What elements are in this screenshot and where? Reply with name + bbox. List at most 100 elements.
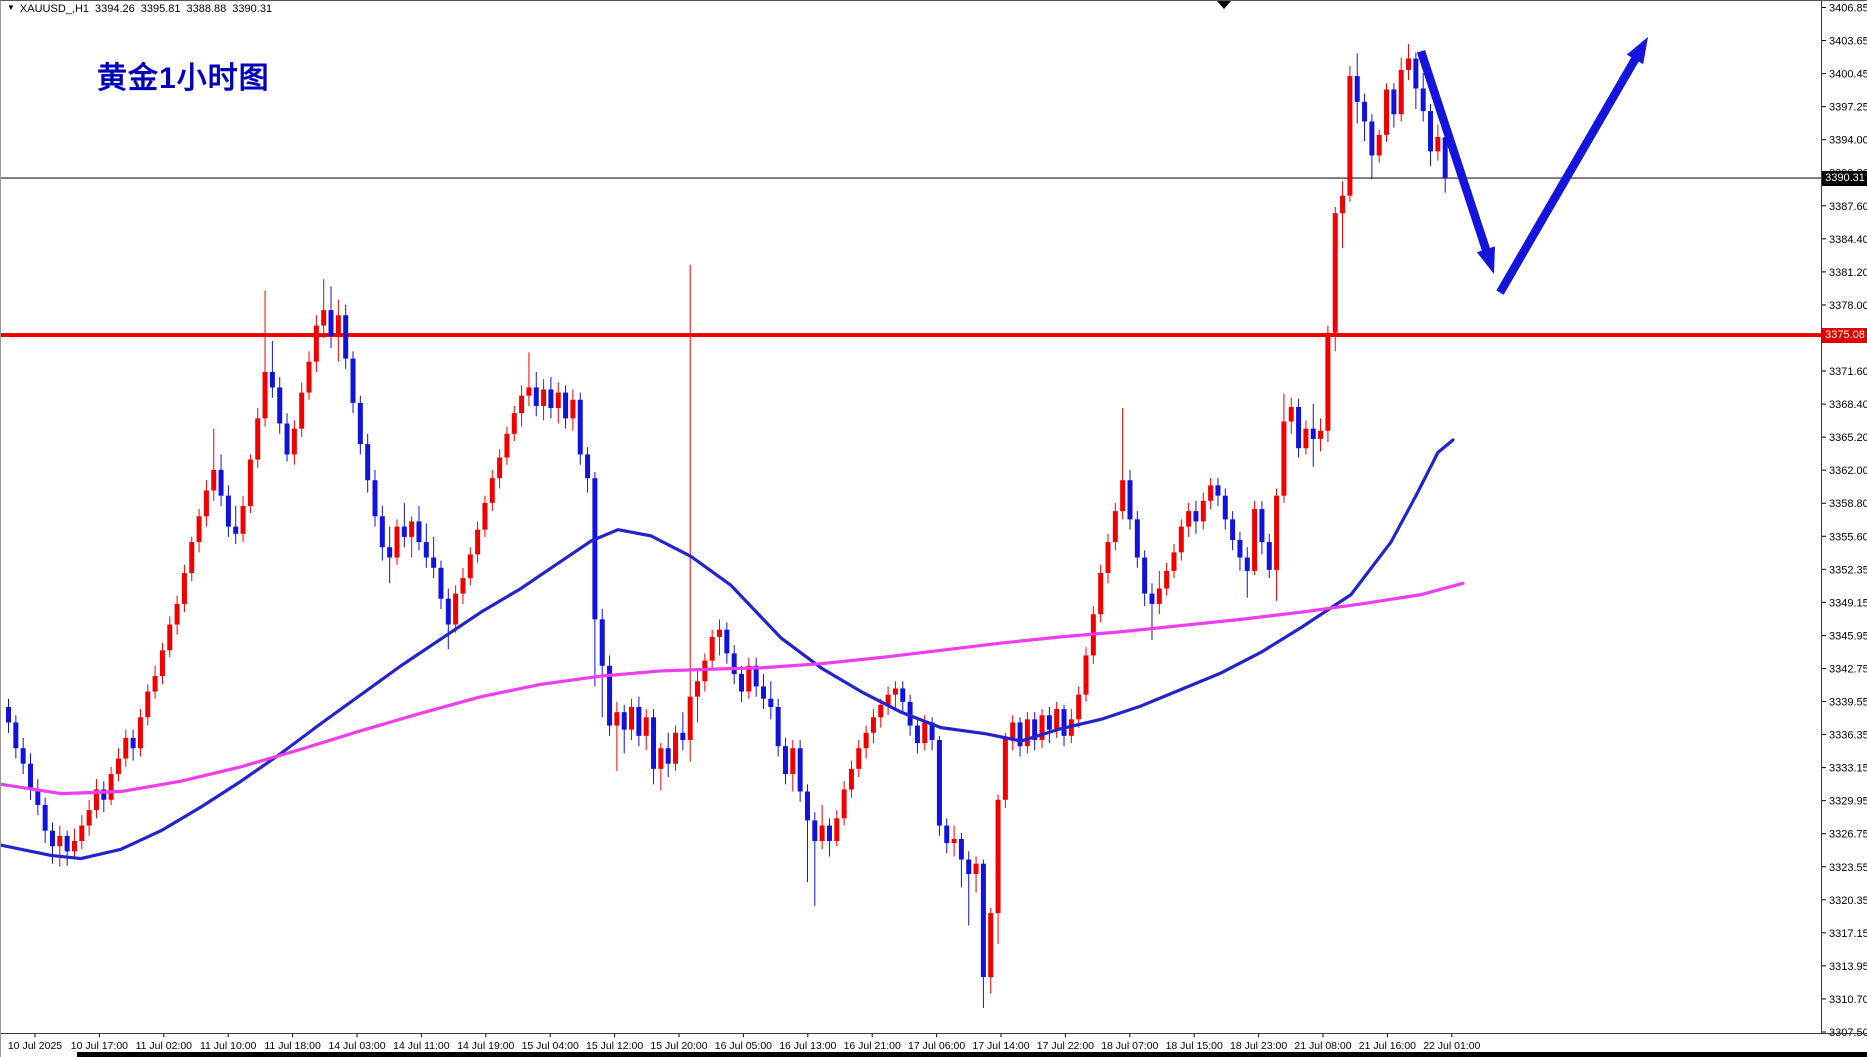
time-axis-label[interactable]: 14 Jul 11:00 [393,1040,450,1052]
candle-bull [643,717,649,736]
time-axis-label[interactable]: 11 Jul 10:00 [200,1040,257,1052]
candle-wick [264,290,266,427]
price-axis-label[interactable]: 3323.55 [1829,862,1867,874]
chevron-down-icon[interactable]: ▼ [7,3,15,12]
candle-bear [1310,428,1316,439]
candle-bull [262,371,268,419]
candle-bull [790,748,796,775]
price-axis-label[interactable]: 3342.75 [1829,663,1867,675]
price-axis-label[interactable]: 3320.35 [1829,895,1867,907]
candle-bull [1340,195,1346,214]
price-axis-label[interactable]: 3349.15 [1829,597,1867,609]
candle-bull [1010,722,1016,738]
candle-bull [240,505,246,534]
forecast-up-arrowhead[interactable] [1626,36,1648,65]
candle-bull [181,572,187,604]
candle-bear [1413,58,1419,89]
forecast-down-arrowhead[interactable] [1476,246,1495,275]
price-axis-label[interactable]: 3345.95 [1829,630,1867,642]
chart-title-annotation[interactable]: 黄金1小时图 [97,62,270,95]
price-axis-label[interactable]: 3358.80 [1829,498,1867,510]
time-axis-label[interactable]: 11 Jul 18:00 [264,1040,321,1052]
candle-bear [914,725,920,744]
candle-bear [49,830,55,847]
time-axis-label[interactable]: 15 Jul 04:00 [522,1040,579,1052]
candle-bear [423,542,429,558]
candle-bull [504,433,510,458]
candle-bull [313,325,319,362]
price-axis-label[interactable]: 3378.00 [1829,300,1867,312]
candle-bear [357,402,363,445]
time-axis-label[interactable]: 15 Jul 20:00 [650,1040,707,1052]
time-axis-label[interactable]: 10 Jul 17:00 [71,1040,128,1052]
price-axis-label[interactable]: 3317.15 [1829,928,1867,940]
candle-bull [291,428,297,455]
candle-bear [64,835,70,852]
time-axis-label[interactable]: 21 Jul 16:00 [1359,1040,1416,1052]
resistance-hline[interactable] [1,333,1821,338]
time-axis-label[interactable]: 16 Jul 13:00 [779,1040,836,1052]
price-axis-label[interactable]: 3339.55 [1829,697,1867,709]
time-axis-label[interactable]: 14 Jul 19:00 [457,1040,514,1052]
price-axis-label[interactable]: 3406.85 [1829,3,1867,15]
forecast-up-arrow[interactable] [1496,52,1642,295]
forecast-down-arrow[interactable] [1416,50,1492,257]
time-axis-label[interactable]: 10 Jul 2025 [8,1040,62,1052]
candle-bear [401,526,407,537]
time-axis-label[interactable]: 16 Jul 05:00 [715,1040,772,1052]
time-axis-label[interactable]: 17 Jul 06:00 [908,1040,965,1052]
price-axis-label[interactable]: 3362.00 [1829,465,1867,477]
price-axis-label[interactable]: 3387.60 [1829,201,1867,213]
price-axis-label[interactable]: 3329.95 [1829,796,1867,808]
price-axis-label[interactable]: 3381.20 [1829,267,1867,279]
candle-bull [174,603,180,625]
price-axis-label[interactable]: 3365.20 [1829,432,1867,444]
price-axis-label[interactable]: 3368.40 [1829,399,1867,411]
candle-bear [599,619,605,666]
candle-bear [1428,111,1434,152]
candle-bull [819,825,825,842]
price-axis-label[interactable]: 3397.25 [1829,102,1867,114]
time-axis-label[interactable]: 16 Jul 21:00 [844,1040,901,1052]
candle-bull [71,841,77,852]
time-axis-label[interactable]: 18 Jul 07:00 [1101,1040,1158,1052]
time-axis-label[interactable]: 15 Jul 12:00 [586,1040,643,1052]
candle-bear [944,825,950,844]
time-axis-label[interactable]: 17 Jul 14:00 [972,1040,1029,1052]
current-price-hline[interactable] [1,177,1821,179]
candle-bull [247,459,253,506]
price-axis-label[interactable]: 3326.75 [1829,829,1867,841]
time-axis-label[interactable]: 17 Jul 22:00 [1037,1040,1094,1052]
candle-bull [497,457,503,479]
candle-bull [1208,485,1214,501]
candle-bull [1200,500,1206,522]
time-axis-label[interactable]: 18 Jul 15:00 [1166,1040,1223,1052]
time-axis-label[interactable]: 18 Jul 23:00 [1230,1040,1287,1052]
candle-bull [167,624,173,651]
candle-bear [812,820,818,842]
time-axis-label[interactable]: 21 Jul 08:00 [1294,1040,1351,1052]
candle-bull [460,578,466,594]
price-axis-label[interactable]: 3394.00 [1829,135,1867,147]
chart-shift-marker-icon[interactable] [1217,1,1231,9]
high-value: 3395.81 [140,3,181,15]
price-axis-label[interactable]: 3400.45 [1829,69,1867,81]
price-axis-label[interactable]: 3371.60 [1829,366,1867,378]
price-axis-label[interactable]: 3336.35 [1829,730,1867,742]
price-axis-label[interactable]: 3313.95 [1829,961,1867,973]
candle-bull [409,521,415,537]
price-axis-label[interactable]: 3384.40 [1829,234,1867,246]
time-axis-label[interactable]: 22 Jul 01:00 [1423,1040,1480,1052]
price-axis-label[interactable]: 3352.35 [1829,564,1867,576]
time-axis-label[interactable]: 14 Jul 03:00 [328,1040,385,1052]
time-axis-label[interactable]: 11 Jul 02:00 [136,1040,193,1052]
price-axis-label[interactable]: 3310.70 [1829,994,1867,1006]
candle-bull [1164,570,1170,589]
price-axis-label[interactable]: 3355.60 [1829,531,1867,543]
candle-bull [1156,588,1162,604]
candle-bull [878,704,884,718]
candle-bull [1281,421,1287,496]
price-axis-label[interactable]: 3403.65 [1829,36,1867,48]
price-axis-label[interactable]: 3333.15 [1829,763,1867,775]
